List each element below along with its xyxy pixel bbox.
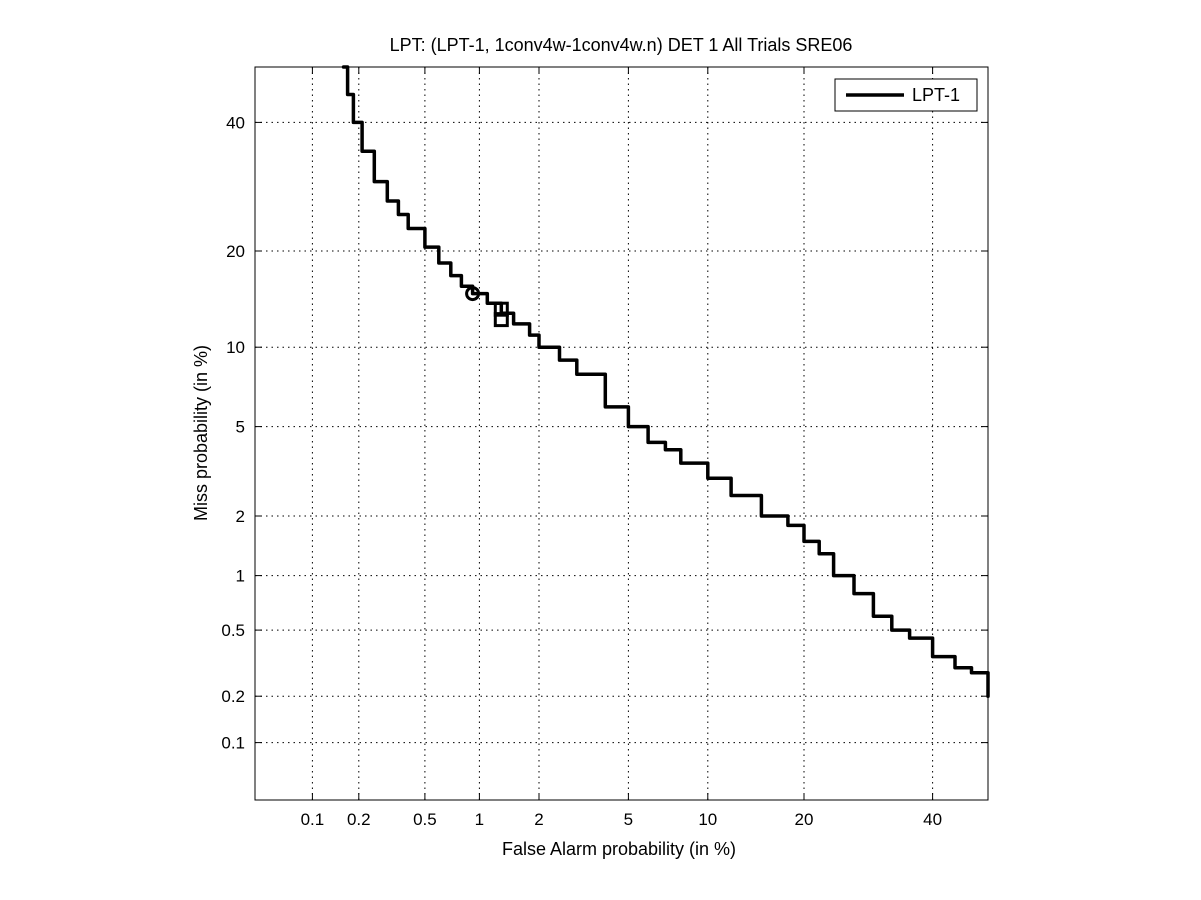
y-tick-label: 0.1 bbox=[221, 734, 245, 753]
y-tick-label: 0.5 bbox=[221, 621, 245, 640]
y-axis-label: Miss probability (in %) bbox=[191, 345, 211, 521]
x-tick-label: 40 bbox=[923, 810, 942, 829]
marker-square bbox=[493, 312, 509, 328]
y-axis-ticks: 0.1 0.2 0.5 1 2 5 10 20 40 bbox=[221, 113, 988, 753]
x-tick-label: 5 bbox=[624, 810, 633, 829]
marker-square bbox=[493, 301, 509, 317]
legend-entry-lpt-1: LPT-1 bbox=[912, 85, 960, 105]
y-tick-label: 40 bbox=[226, 113, 245, 132]
marker-circle bbox=[465, 286, 481, 302]
operating-point-markers bbox=[465, 286, 509, 328]
y-tick-label: 1 bbox=[236, 567, 245, 586]
y-tick-label: 20 bbox=[226, 242, 245, 261]
legend: LPT-1 bbox=[834, 78, 978, 112]
y-tick-label: 2 bbox=[236, 507, 245, 526]
y-tick-label: 0.2 bbox=[221, 687, 245, 706]
x-tick-label: 10 bbox=[698, 810, 717, 829]
x-tick-label: 20 bbox=[795, 810, 814, 829]
x-tick-label: 2 bbox=[534, 810, 543, 829]
series-line-lpt-1 bbox=[341, 65, 990, 698]
y-tick-label: 5 bbox=[236, 418, 245, 437]
x-tick-label: 1 bbox=[475, 810, 484, 829]
grid-lines bbox=[255, 67, 988, 800]
x-axis-label: False Alarm probability (in %) bbox=[502, 839, 736, 859]
plot-area bbox=[254, 66, 989, 801]
chart-title: LPT: (LPT-1, 1conv4w-1conv4w.n) DET 1 Al… bbox=[390, 35, 853, 55]
x-tick-label: 0.1 bbox=[301, 810, 325, 829]
x-tick-label: 0.5 bbox=[413, 810, 437, 829]
x-axis-ticks: 0.1 0.2 0.5 1 2 5 10 20 40 bbox=[301, 67, 942, 829]
x-tick-label: 0.2 bbox=[347, 810, 371, 829]
y-tick-label: 10 bbox=[226, 338, 245, 357]
